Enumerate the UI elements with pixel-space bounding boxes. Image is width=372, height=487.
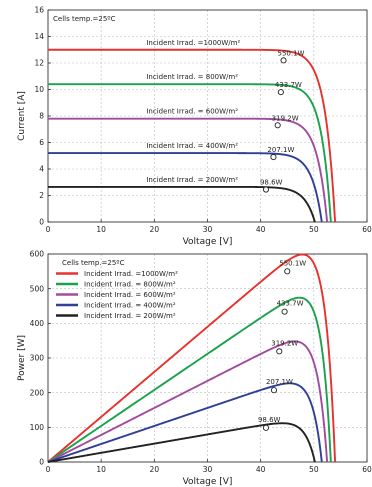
y-axis-label: Current [A] [17, 91, 27, 141]
legend-entry: Incident Irrad. =1000W/m² [84, 270, 178, 278]
y-tick-label: 0 [39, 458, 44, 467]
y-tick-label: 300 [30, 354, 45, 363]
y-tick-label: 2 [39, 191, 44, 200]
mpp-label: 550.1W [278, 49, 305, 57]
x-tick-label: 40 [256, 465, 266, 474]
x-tick-label: 10 [96, 225, 106, 234]
iv-curve-series-5 [48, 185, 316, 223]
cells-temp-annotation: Cells temp.=25ºC [53, 15, 116, 23]
x-tick-label: 60 [362, 465, 372, 474]
mpp-label: 319.2W [271, 339, 298, 347]
pv-curve-series-5 [47, 422, 316, 463]
x-tick-label: 40 [256, 225, 266, 234]
pv-curve-series-3 [47, 340, 329, 463]
y-tick-label: 600 [30, 250, 45, 259]
y-tick-label: 200 [30, 388, 45, 397]
mpp-marker [274, 122, 281, 129]
mpp-marker [270, 387, 278, 394]
x-tick-label: 0 [46, 465, 51, 474]
y-tick-label: 0 [39, 218, 44, 227]
mpp-label: 433.7W [275, 81, 302, 89]
iv-curve-series-2 [48, 83, 332, 223]
x-tick-label: 50 [309, 465, 319, 474]
cells-temp-annotation: Cells temp.=25ºC [62, 259, 125, 267]
mpp-label: 98.6W [260, 179, 283, 187]
series-label: Incident Irrad. = 400W/m² [146, 142, 238, 150]
mpp-marker [277, 89, 284, 96]
y-tick-label: 14 [34, 32, 44, 41]
series-label: Incident Irrad. = 600W/m² [146, 108, 238, 116]
pv-curve-series-2 [47, 296, 332, 463]
mpp-label: 207.1W [266, 378, 293, 386]
x-tick-label: 30 [203, 465, 213, 474]
y-tick-label: 100 [30, 423, 45, 432]
iv-curve-series-3 [48, 117, 329, 223]
mpp-marker [284, 268, 291, 275]
legend-entry: Incident Irrad. = 200W/m² [84, 312, 176, 320]
mpp-label: 433.7W [277, 300, 304, 308]
legend: Cells temp.=25ºC Incident Irrad. =1000W/m… [56, 259, 178, 320]
y-axis-label: Power [W] [17, 335, 27, 381]
x-tick-label: 50 [309, 225, 319, 234]
x-tick-label: 0 [46, 225, 51, 234]
iv-curve-series-1 [48, 48, 337, 223]
x-axis-label: Voltage [V] [183, 237, 233, 247]
mpp-marker [280, 57, 287, 64]
x-tick-label: 30 [203, 225, 213, 234]
y-tick-label: 400 [30, 319, 45, 328]
x-axis-label: Voltage [V] [183, 477, 233, 487]
chart-2: 0 10 20 30 40 50 600100200300400500600Voltage … [17, 250, 372, 487]
mpp-marker [276, 348, 283, 355]
series-label: Incident Irrad. = 200W/m² [146, 176, 238, 184]
legend-entry: Incident Irrad. = 800W/m² [84, 281, 176, 289]
y-tick-label: 4 [39, 165, 44, 174]
mpp-label: 98.6W [258, 416, 281, 424]
x-tick-label: 20 [150, 465, 160, 474]
x-tick-label: 60 [362, 225, 372, 234]
pv-curve-series-4 [47, 382, 323, 463]
iv-curve-series-4 [48, 152, 323, 223]
mpp-marker [262, 424, 270, 431]
legend-entry: Incident Irrad. = 400W/m² [84, 302, 176, 310]
y-tick-label: 12 [34, 59, 44, 68]
y-tick-label: 8 [39, 112, 44, 121]
mpp-marker [270, 154, 277, 161]
mpp-marker [281, 308, 288, 315]
y-tick-label: 10 [34, 85, 44, 94]
legend-entry: Incident Irrad. = 600W/m² [84, 291, 176, 299]
y-tick-label: 16 [34, 6, 44, 15]
series-label: Incident Irrad. = 800W/m² [146, 73, 238, 81]
chart-1: 0 10 20 30 40 50 60 0 2 4 6 8 10 12 14 16 Voltage [V] Cur… [17, 6, 372, 247]
x-tick-label: 20 [150, 225, 160, 234]
mpp-label: 319.2W [272, 114, 299, 122]
y-tick-label: 500 [30, 284, 45, 293]
mpp-label: 207.1W [267, 146, 294, 154]
mpp-label: 550.1W [279, 259, 306, 267]
x-tick-label: 10 [96, 465, 106, 474]
pv-curve-series-1 [47, 253, 337, 463]
y-tick-label: 6 [39, 138, 44, 147]
mpp-marker [262, 186, 270, 193]
series-label: Incident Irrad. =1000W/m² [146, 39, 240, 47]
